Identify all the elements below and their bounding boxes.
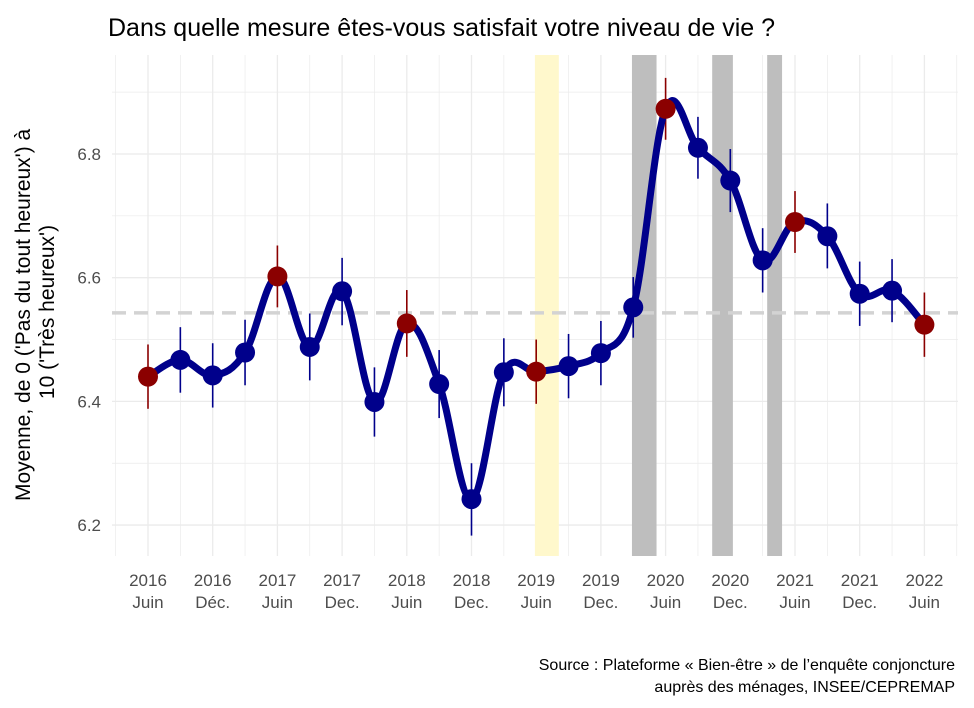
data-point: [882, 280, 903, 301]
data-point: [752, 250, 773, 271]
x-tick-label-period: Dec.: [583, 593, 618, 612]
highlighted-data-point: [267, 266, 288, 287]
data-point: [558, 356, 579, 377]
y-axis-label-line-1: Moyenne, de 0 ('Pas du tout heureux') à: [12, 128, 35, 501]
shaded-period: [534, 55, 559, 556]
data-point: [623, 297, 644, 318]
series-line: [144, 97, 928, 503]
data-point: [493, 362, 514, 383]
shaded-period: [767, 55, 783, 556]
x-tick-label-year: 2017: [323, 571, 361, 590]
data-point: [332, 281, 353, 302]
highlighted-data-point: [396, 313, 417, 334]
source-caption-line-1: Source : Plateforme « Bien-être » de l’e…: [539, 657, 955, 674]
x-tick-label-period: Juin: [262, 593, 293, 612]
y-tick-label: 6.4: [77, 392, 101, 411]
x-tick-label-year: 2020: [711, 571, 749, 590]
data-point: [202, 365, 223, 386]
x-tick-label-period: Dec.: [713, 593, 748, 612]
chart-title: Dans quelle mesure êtes-vous satisfait v…: [108, 14, 775, 42]
x-tick-label-year: 2020: [647, 571, 685, 590]
x-axis-ticks: 2016 Juin 2016 Déc. 2017 Juin 2017 Dec. 2018 Juin…: [129, 571, 943, 612]
x-tick-label-year: 2021: [841, 571, 879, 590]
x-tick-label-period: Juin: [909, 593, 940, 612]
data-point: [461, 489, 482, 510]
data-point: [235, 342, 256, 363]
data-point: [299, 336, 320, 357]
y-tick-label: 6.8: [77, 145, 101, 164]
data-point: [817, 226, 838, 247]
x-tick-label-year: 2017: [258, 571, 296, 590]
data-point: [364, 391, 385, 412]
y-axis-label: Moyenne, de 0 ('Pas du tout heureux') à …: [12, 123, 59, 501]
x-tick-label-year: 2018: [453, 571, 491, 590]
x-tick-label-year: 2016: [194, 571, 232, 590]
data-point: [849, 283, 870, 304]
x-tick-label-period: Juin: [521, 593, 552, 612]
highlighted-data-point: [785, 212, 805, 232]
highlighted-data-point: [138, 366, 158, 387]
data-point: [720, 170, 741, 191]
data-point: [590, 343, 611, 364]
y-axis-ticks: 6.2 6.4 6.6 6.8: [77, 145, 101, 535]
highlighted-data-point: [655, 98, 676, 119]
y-axis-label-line-2: 10 ('Très heureux'): [36, 225, 59, 399]
data-point: [170, 349, 191, 370]
x-tick-label-period: Juin: [132, 593, 163, 612]
x-tick-label-period: Dec.: [325, 593, 360, 612]
x-tick-label-year: 2021: [776, 571, 814, 590]
x-tick-label-year: 2019: [517, 571, 555, 590]
highlighted-data-point: [526, 361, 547, 382]
y-tick-label: 6.2: [77, 516, 101, 535]
x-tick-label-year: 2019: [582, 571, 620, 590]
x-tick-label-period: Juin: [650, 593, 681, 612]
highlighted-data-point: [914, 314, 935, 335]
x-tick-label-period: Déc.: [195, 593, 230, 612]
x-tick-label-period: Dec.: [454, 593, 489, 612]
x-tick-label-period: Juin: [779, 593, 810, 612]
x-tick-label-year: 2022: [905, 571, 943, 590]
data-points: [138, 98, 935, 510]
data-point: [429, 374, 450, 395]
x-tick-label-period: Juin: [391, 593, 422, 612]
x-tick-label-year: 2016: [129, 571, 167, 590]
data-point: [687, 137, 708, 158]
x-tick-label-period: Dec.: [842, 593, 877, 612]
y-tick-label: 6.6: [77, 269, 101, 288]
x-tick-label-year: 2018: [388, 571, 426, 590]
source-caption-line-2: auprès des ménages, INSEE/CEPREMAP: [654, 679, 955, 696]
shaded-period: [712, 55, 733, 556]
